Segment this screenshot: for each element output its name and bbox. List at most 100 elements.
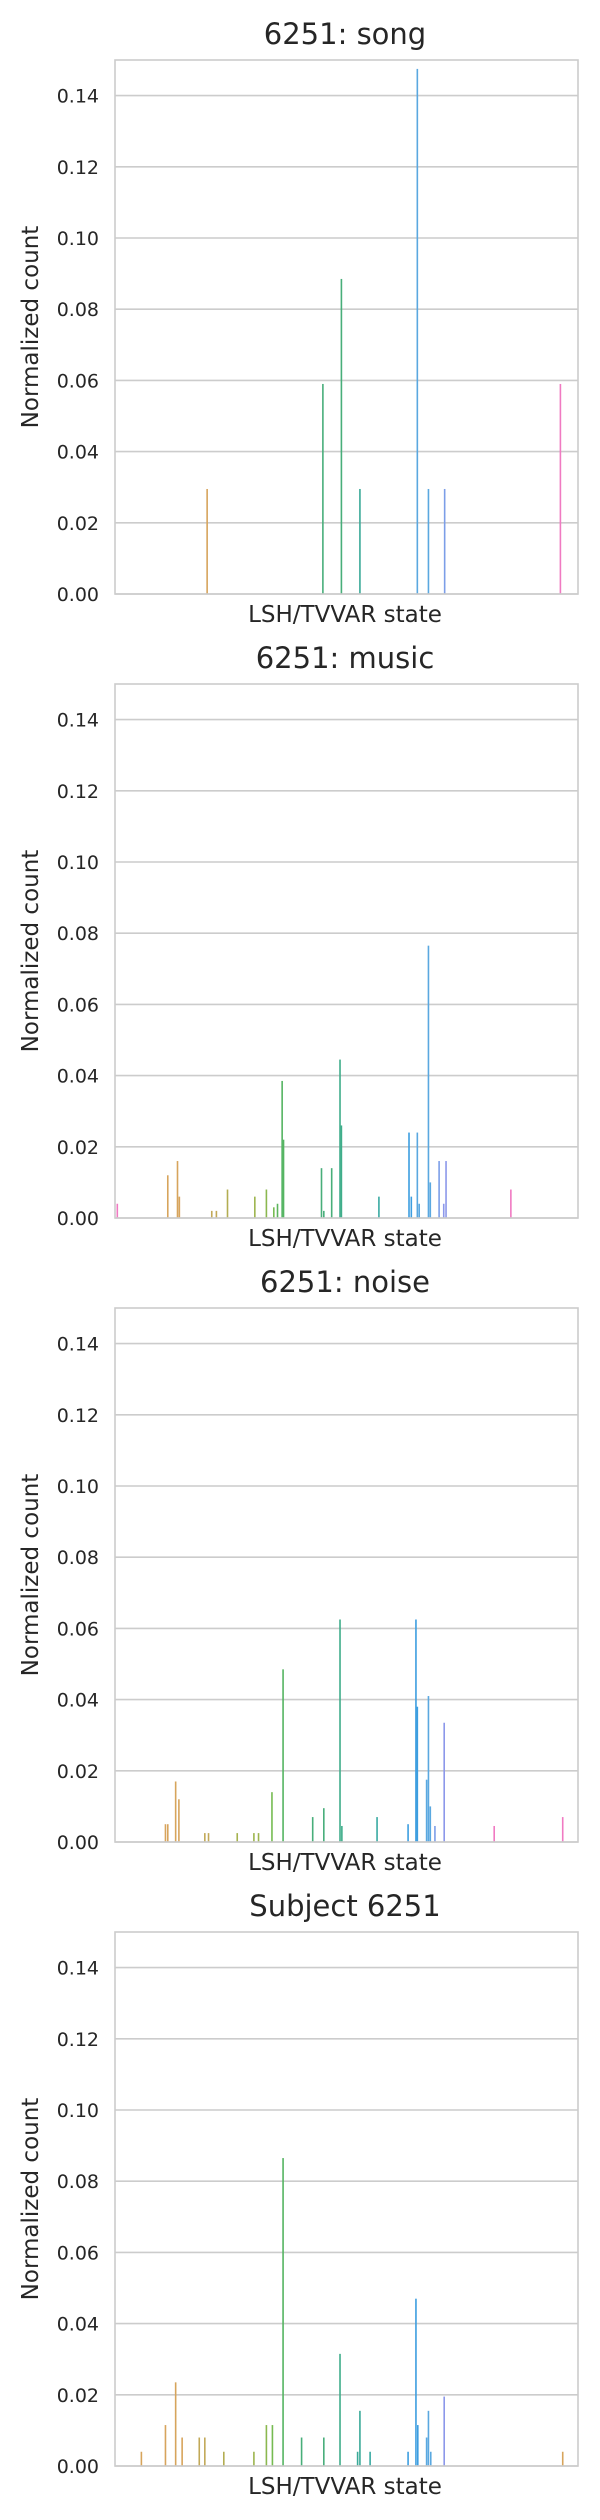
y-tick-label: 0.06 <box>57 370 99 392</box>
bars <box>116 945 512 1218</box>
bar <box>271 2425 274 2466</box>
bar <box>559 383 562 594</box>
chart-title: 6251: noise <box>260 1265 430 1299</box>
bar <box>226 1189 229 1218</box>
bar <box>417 2425 419 2466</box>
y-tick-label: 0.10 <box>57 1476 99 1498</box>
bar <box>427 945 430 1218</box>
bar <box>210 1210 213 1218</box>
bar <box>407 1824 409 1842</box>
bar <box>178 1196 181 1218</box>
bar <box>416 68 419 594</box>
bar <box>418 1203 420 1218</box>
bar <box>323 1210 325 1218</box>
bar <box>561 1817 564 1842</box>
panel-noise: 6251: noise 0.00 0.02 0.04 0.06 0.08 0.10 0.12… <box>18 1265 579 1876</box>
bar <box>340 278 343 594</box>
bar <box>253 1833 255 1842</box>
y-tick-labels: 0.00 0.02 0.04 0.06 0.08 0.10 0.12 0.14 <box>57 1958 99 2478</box>
bar <box>323 2437 325 2466</box>
bar <box>273 1207 275 1218</box>
bar <box>276 1203 279 1218</box>
bar <box>181 2437 183 2466</box>
y-tick-label: 0.02 <box>57 2385 99 2407</box>
y-tick-label: 0.08 <box>57 923 99 945</box>
bar <box>356 2451 359 2466</box>
bar <box>282 2158 284 2466</box>
y-tick-label: 0.12 <box>57 2029 99 2051</box>
bar <box>493 1825 495 1842</box>
gridlines <box>115 94 578 595</box>
bar <box>254 1196 256 1218</box>
gridlines <box>115 1966 578 2467</box>
chart-title: Subject 6251 <box>249 1889 440 1923</box>
bar <box>164 2425 167 2466</box>
y-tick-label: 0.00 <box>57 1832 99 1854</box>
y-tick-label: 0.14 <box>57 710 99 732</box>
y-tick-label: 0.02 <box>57 1137 99 1159</box>
bar <box>265 1189 268 1218</box>
bar <box>376 1817 378 1842</box>
bar <box>415 1619 417 1842</box>
y-tick-label: 0.00 <box>57 1208 99 1230</box>
y-axis-label: Normalized count <box>18 226 44 429</box>
y-tick-label: 0.04 <box>57 2314 99 2336</box>
bar <box>359 2410 361 2466</box>
bar <box>281 1080 283 1218</box>
bar <box>429 1182 432 1218</box>
gridlines <box>115 718 578 1219</box>
bar <box>425 2437 428 2466</box>
bar <box>339 1619 341 1842</box>
bar <box>271 1792 273 1842</box>
bar <box>198 2437 201 2466</box>
bar <box>204 1833 206 1842</box>
bar <box>339 1059 341 1218</box>
bar <box>445 1161 447 1218</box>
bar <box>223 2451 225 2466</box>
x-axis-label: LSH/TVVAR state <box>248 1850 442 1876</box>
bar <box>443 1722 445 1842</box>
bar <box>427 1696 430 1842</box>
bars <box>206 68 562 594</box>
bar <box>340 1125 343 1218</box>
gridlines <box>115 1342 578 1843</box>
y-tick-label: 0.00 <box>57 2456 99 2478</box>
bar <box>427 2410 430 2466</box>
y-axis-label: Normalized count <box>18 2098 44 2301</box>
bars <box>164 1619 564 1842</box>
y-tick-label: 0.08 <box>57 1547 99 1569</box>
bar <box>442 1203 445 1218</box>
bar <box>265 2425 268 2466</box>
bar <box>429 1806 432 1842</box>
panel-music: 6251: music 0.00 0.02 0.04 0.06 0.08 0.10 0.12… <box>18 641 579 1252</box>
plot-frame <box>114 683 579 1219</box>
bar <box>408 1132 410 1218</box>
bar <box>282 1669 284 1842</box>
y-tick-labels: 0.00 0.02 0.04 0.06 0.08 0.10 0.12 0.14 <box>57 86 99 606</box>
bar <box>206 488 208 594</box>
bar <box>253 2451 255 2466</box>
y-tick-label: 0.12 <box>57 1405 99 1427</box>
bar <box>410 1196 413 1218</box>
bar <box>341 1825 343 1842</box>
bar <box>215 1210 218 1218</box>
y-tick-label: 0.10 <box>57 228 99 250</box>
bar <box>561 2451 564 2466</box>
y-tick-label: 0.02 <box>57 1761 99 1783</box>
bar <box>300 2437 303 2466</box>
bar <box>174 2382 177 2466</box>
y-tick-label: 0.14 <box>57 86 99 108</box>
bar <box>427 488 430 594</box>
y-tick-labels: 0.00 0.02 0.04 0.06 0.08 0.10 0.12 0.14 <box>57 1334 99 1854</box>
y-tick-label: 0.14 <box>57 1958 99 1980</box>
bar <box>425 1779 428 1842</box>
bar <box>140 2451 143 2466</box>
bar <box>257 1833 260 1842</box>
bar <box>510 1189 512 1218</box>
bar <box>207 1833 210 1842</box>
y-axis-label: Normalized count <box>18 850 44 1053</box>
y-tick-label: 0.12 <box>57 157 99 179</box>
y-tick-label: 0.04 <box>57 442 99 464</box>
panel-song: 6251: song 0.000.020.040.060.080.100.120… <box>18 17 579 628</box>
